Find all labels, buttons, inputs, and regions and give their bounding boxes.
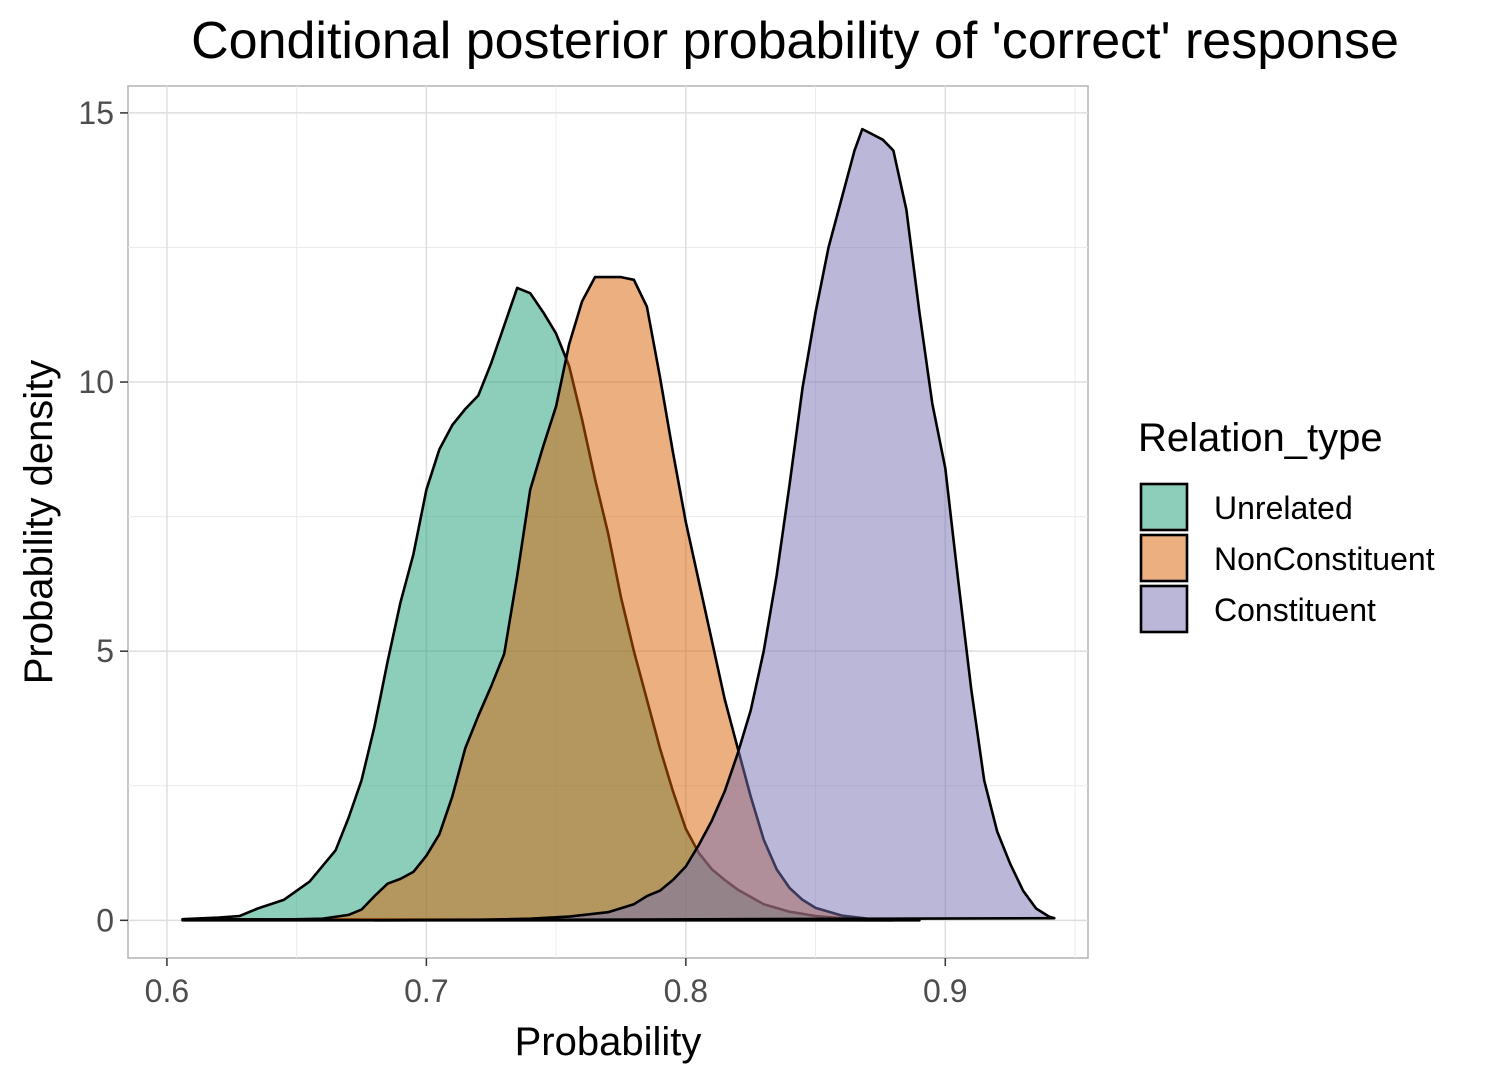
legend-label-unrelated: Unrelated: [1214, 490, 1353, 526]
y-tick-label: 15: [78, 95, 114, 131]
y-tick-label: 0: [96, 902, 114, 938]
x-tick-label: 0.7: [404, 973, 448, 1009]
legend: Unrelated NonConstituent Constituent: [1139, 482, 1435, 634]
chart-title: Conditional posterior probability of 'co…: [191, 12, 1399, 70]
legend-label-nonconstituent: NonConstituent: [1214, 541, 1435, 577]
y-tick-label: 5: [96, 633, 114, 669]
legend-key-nonconstituent: [1139, 533, 1189, 583]
density-areas: [181, 127, 1056, 922]
x-tick-label: 0.8: [664, 973, 708, 1009]
density-area-constituent: [373, 127, 1056, 922]
legend-key-constituent: [1139, 584, 1189, 634]
legend-label-constituent: Constituent: [1214, 592, 1376, 628]
x-tick-label: 0.9: [923, 973, 967, 1009]
axis-ticks: 0.6 0.7 0.8 0.9 0 5 10 15: [78, 95, 967, 1009]
y-tick-label: 10: [78, 364, 114, 400]
x-tick-label: 0.6: [145, 973, 189, 1009]
legend-key-unrelated: [1139, 482, 1189, 532]
y-axis-title: Probability density: [17, 360, 61, 685]
x-axis-title: Probability: [515, 1020, 702, 1064]
legend-title: Relation_type: [1138, 416, 1383, 460]
